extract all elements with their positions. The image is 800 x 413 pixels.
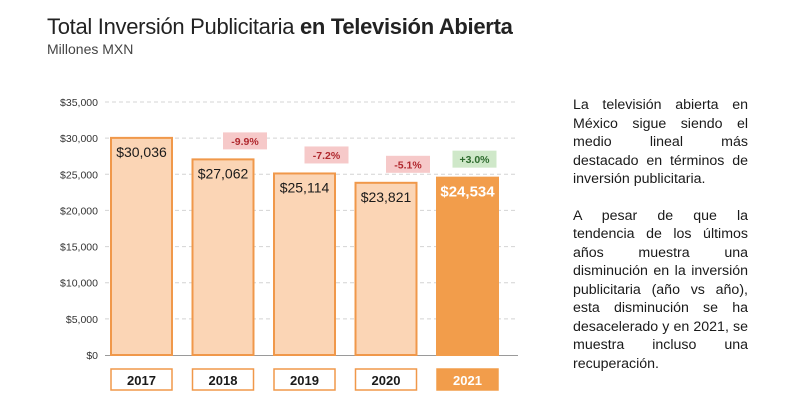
title-bold: en Televisión Abierta (299, 14, 513, 39)
data-label: $25,114 (280, 179, 330, 195)
change-badge (304, 146, 349, 164)
category-box (110, 368, 173, 391)
change-label: -9.9% (231, 136, 259, 148)
bar (110, 136, 173, 356)
data-label: $27,062 (198, 165, 249, 181)
change-label: -7.2% (313, 150, 341, 162)
bar (191, 158, 255, 356)
category-box (354, 368, 418, 391)
title-block: Total Inversión Publicitaria en Televisi… (47, 14, 513, 57)
title-regular: Total Inversión Publicitaria (47, 14, 295, 39)
description-paragraph-2: A pesar de que la tendencia de los últim… (573, 207, 748, 372)
category-box (436, 368, 499, 391)
category-box (191, 368, 255, 391)
y-tick-label: $30,000 (60, 133, 98, 145)
change-label: -5.1% (394, 159, 422, 171)
y-tick-label: $35,000 (60, 97, 98, 109)
change-badge (452, 150, 497, 168)
y-tick-label: $15,000 (60, 242, 98, 254)
category-label: 2020 (372, 373, 401, 388)
y-tick-label: $25,000 (60, 169, 98, 181)
y-tick-label: $10,000 (60, 278, 98, 290)
y-tick-label: $5,000 (66, 314, 98, 326)
category-label: 2018 (209, 373, 238, 388)
chart-subtitle: Millones MXN (47, 41, 134, 57)
change-label: +3.0% (459, 154, 490, 166)
change-badge (223, 132, 267, 150)
data-label: $30,036 (116, 144, 167, 160)
category-box (273, 368, 336, 391)
y-tick-label: $20,000 (60, 205, 98, 217)
data-label: $23,821 (361, 189, 412, 205)
bar (436, 176, 499, 356)
category-label: 2021 (453, 373, 482, 388)
change-badge (386, 155, 430, 173)
bar-chart: $0 $5,000 $10,000 $15,000 $20,000 $25,000 $30,… (60, 97, 518, 391)
category-label: 2019 (290, 373, 319, 388)
chart-title: Total Inversión Publicitaria en Televisi… (47, 14, 513, 40)
category-label: 2017 (127, 373, 156, 388)
bar (273, 172, 336, 356)
description-paragraph-1: La televisión abierta en México sigue si… (573, 97, 748, 187)
y-tick-label: $0 (86, 350, 98, 362)
description: La televisión abierta en México sigue si… (573, 96, 748, 373)
data-label: $24,534 (440, 184, 495, 201)
bar (354, 181, 418, 356)
